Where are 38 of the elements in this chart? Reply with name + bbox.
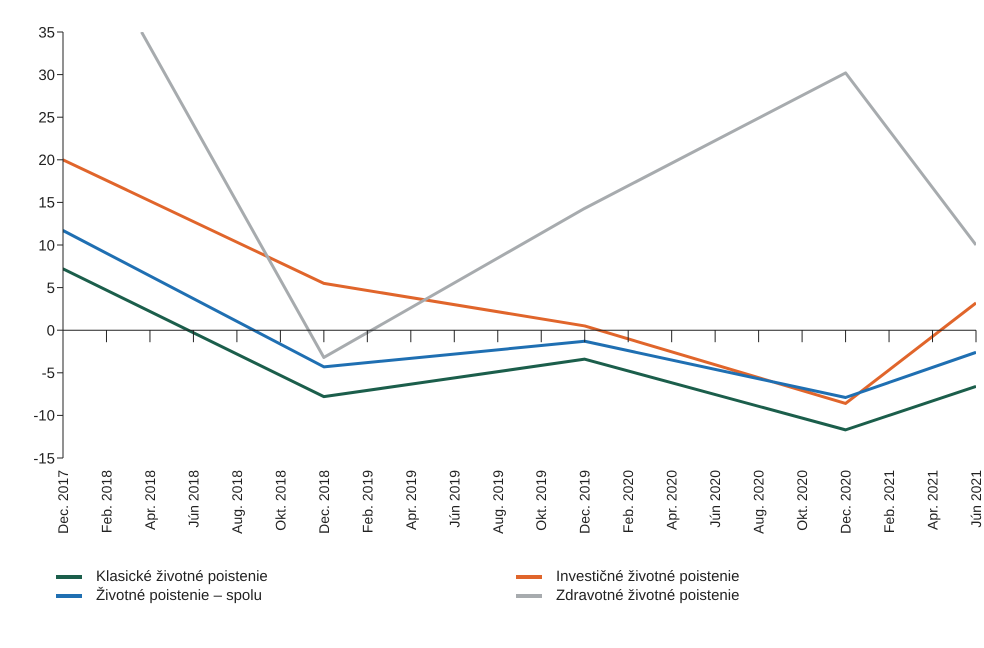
y-tick-label: 0 [46, 322, 55, 340]
x-tick-label: Aug. 2020 [750, 470, 767, 534]
y-tick-label: 25 [38, 110, 55, 127]
legend-label: Investičné životné poistenie [556, 568, 740, 585]
x-tick-label: Okt. 2020 [794, 470, 810, 531]
x-tick-label: Jún 2019 [446, 470, 462, 528]
x-tick-label: Jún 2018 [185, 470, 202, 528]
y-tick-label: 15 [38, 194, 55, 212]
x-tick-label: Apr. 2020 [664, 470, 680, 530]
legend-label: Klasické životné poistenie [96, 568, 268, 585]
line-series [140, 32, 976, 359]
y-tick-label: 30 [38, 66, 55, 84]
x-tick-label: Aug. 2018 [228, 470, 245, 534]
y-tick-label: 35 [38, 24, 55, 42]
y-tick-label: 5 [46, 280, 55, 297]
x-tick-label: Dec. 2019 [576, 470, 593, 534]
x-tick-label: Feb. 2021 [881, 470, 898, 534]
y-tick-label: 10 [38, 237, 55, 254]
y-tick-label: -5 [42, 365, 55, 382]
x-tick-label: Jún 2020 [707, 470, 724, 528]
y-tick-label: -10 [33, 408, 55, 425]
x-tick-label: Feb. 2018 [98, 470, 114, 534]
x-tick-label: Dec. 2020 [838, 470, 854, 534]
x-tick-label: Jún 2021 [968, 470, 984, 528]
x-tick-label: Aug. 2019 [490, 470, 506, 534]
x-tick-label: Dec. 2017 [55, 470, 71, 534]
x-tick-label: Dec. 2018 [316, 470, 332, 534]
x-tick-label: Okt. 2019 [533, 470, 550, 531]
y-tick-label: 20 [38, 152, 55, 170]
x-tick-label: Apr. 2019 [402, 470, 419, 530]
x-tick-label: Apr. 2021 [924, 470, 941, 530]
y-tick-label: -15 [33, 450, 55, 468]
legend-label: Zdravotné životné poistenie [556, 587, 740, 604]
legend-label: Životné poistenie – spolu [96, 587, 262, 604]
x-tick-label: Okt. 2018 [272, 470, 288, 531]
x-tick-label: Feb. 2019 [359, 470, 376, 534]
x-tick-label: Feb. 2020 [620, 470, 636, 534]
x-tick-label: Apr. 2018 [142, 470, 158, 530]
